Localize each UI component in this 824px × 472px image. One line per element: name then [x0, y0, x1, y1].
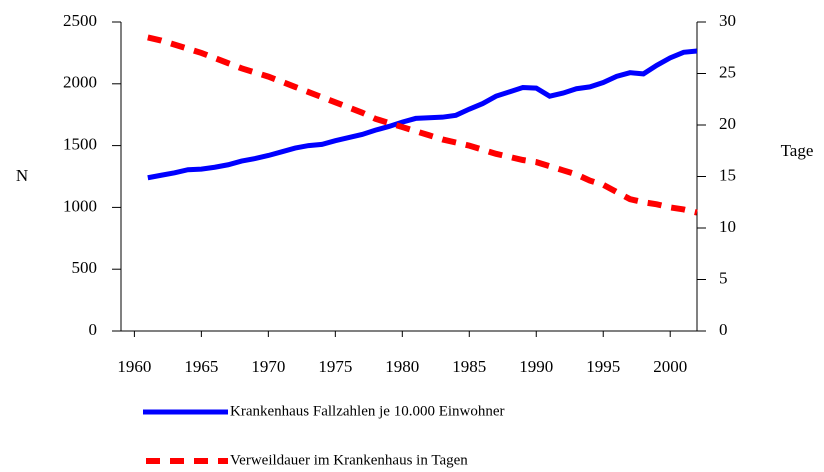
y-tick-label: 2000 [63, 73, 97, 92]
x-tick-label: 1965 [184, 357, 218, 376]
y2-tick-label: 20 [719, 114, 736, 133]
y-tick-label: 0 [89, 320, 98, 339]
legend-label: Verweildauer im Krankenhaus in Tagen [230, 452, 468, 468]
y2-tick-label: 15 [719, 165, 736, 184]
y-tick-label: 2500 [63, 11, 97, 30]
y-tick-label: 1500 [63, 135, 97, 154]
series-line [147, 48, 698, 181]
legend-label: Krankenhaus Fallzahlen je 10.000 Einwohn… [230, 403, 505, 419]
x-tick-label: 1995 [586, 357, 620, 376]
x-tick-label: 2000 [653, 357, 687, 376]
y2-tick-label: 25 [719, 62, 736, 81]
x-tick-label: 1960 [117, 357, 151, 376]
y-tick-label: 1000 [63, 196, 97, 215]
y-axis-label: N [16, 166, 28, 185]
x-tick-label: 1985 [452, 357, 486, 376]
y2-tick-label: 10 [719, 217, 736, 236]
y-tick-label: 500 [72, 258, 98, 277]
x-tick-label: 1975 [318, 357, 352, 376]
y2-tick-label: 30 [719, 11, 736, 30]
x-tick-label: 1970 [251, 357, 285, 376]
y2-tick-label: 5 [719, 268, 728, 287]
y2-axis-label: Tage [781, 141, 814, 160]
series-line [147, 34, 698, 216]
x-tick-label: 1990 [519, 357, 553, 376]
x-tick-label: 1980 [385, 357, 419, 376]
y2-tick-label: 0 [719, 320, 728, 339]
